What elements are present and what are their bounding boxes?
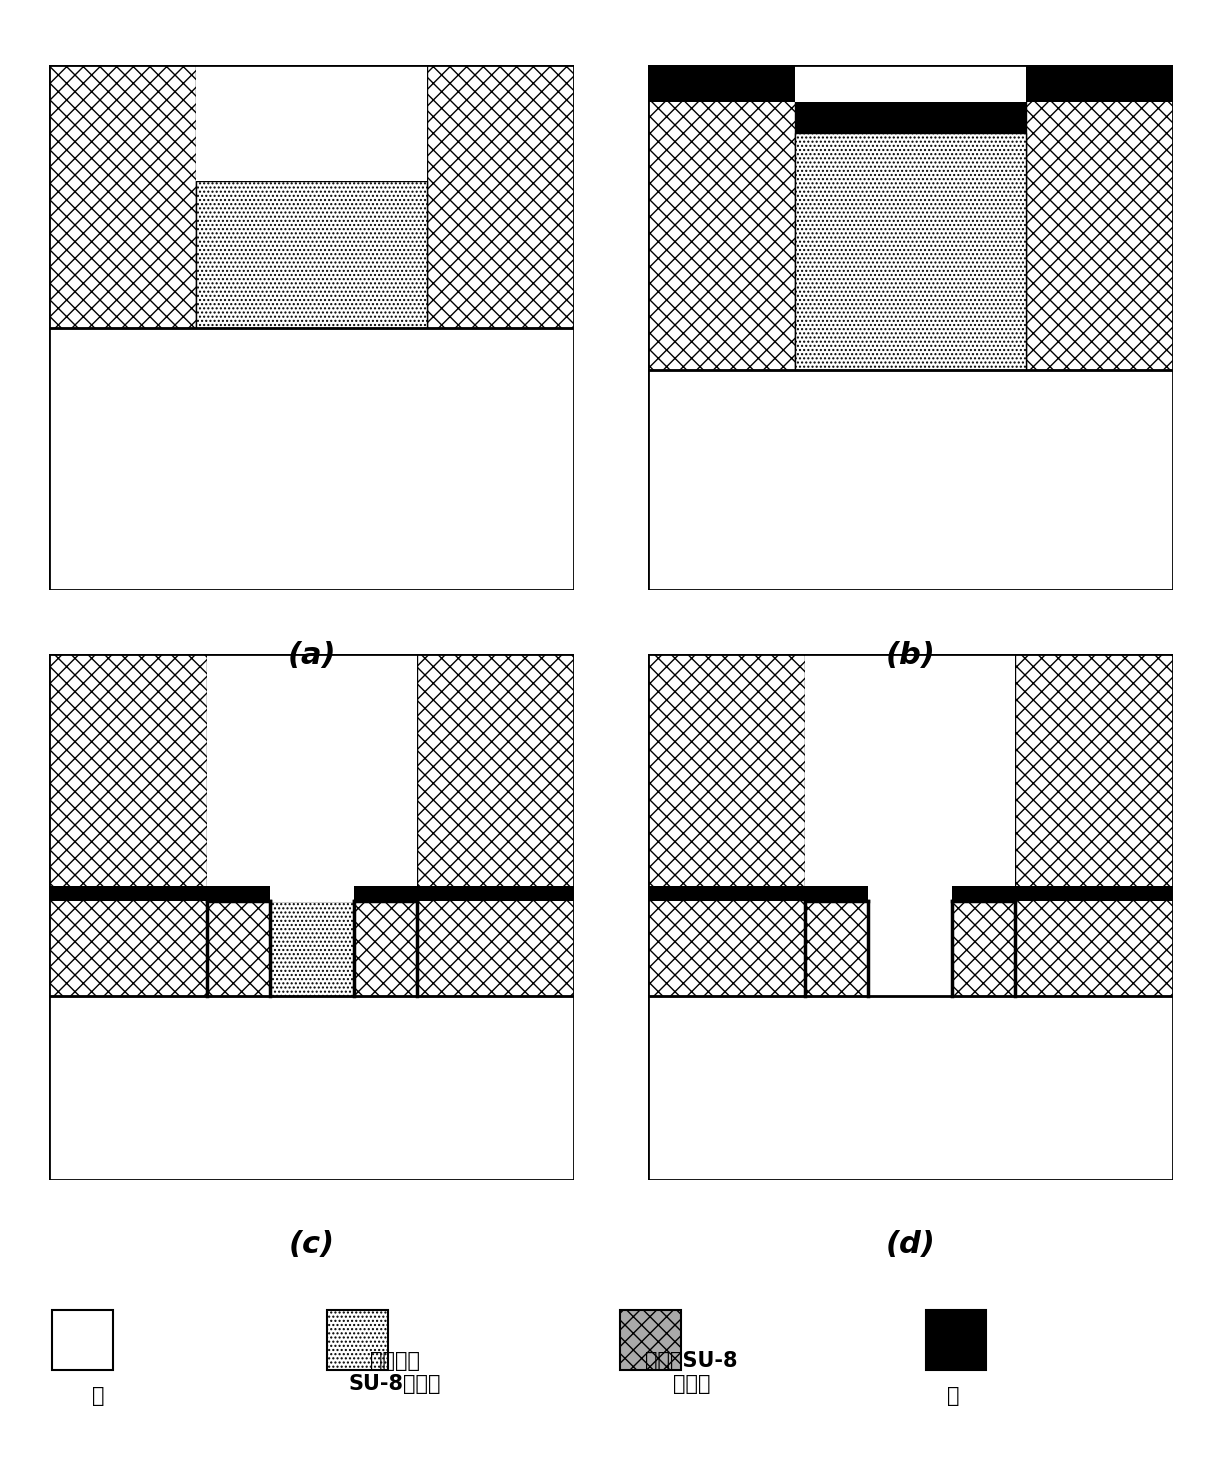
Bar	[648, 65, 794, 102]
Text: (a): (a)	[287, 641, 336, 670]
Bar	[805, 654, 1015, 901]
Bar	[270, 885, 353, 901]
Text: 钛: 钛	[92, 1386, 104, 1407]
Text: (d): (d)	[886, 1230, 935, 1259]
Bar	[49, 65, 196, 328]
Bar	[794, 102, 1026, 134]
Bar	[270, 654, 353, 901]
Bar	[353, 887, 574, 901]
Bar	[648, 370, 1173, 591]
Text: (b): (b)	[886, 641, 935, 670]
Bar	[196, 65, 428, 181]
Bar	[869, 885, 952, 901]
Bar	[353, 654, 417, 901]
Bar	[49, 654, 207, 996]
Bar	[1026, 65, 1173, 370]
Bar	[207, 901, 270, 996]
Bar	[648, 887, 869, 901]
Bar	[648, 65, 794, 370]
Bar	[794, 65, 1026, 134]
Bar	[952, 901, 1015, 996]
Bar	[49, 887, 270, 901]
Bar	[207, 654, 270, 901]
Bar	[417, 654, 574, 996]
Bar	[805, 901, 869, 996]
Text: 曝光的SU-8
光刻胶: 曝光的SU-8 光刻胶	[645, 1351, 738, 1395]
Bar	[49, 996, 574, 1180]
Bar	[196, 181, 428, 328]
Text: 未曝光的
SU-8光刻胶: 未曝光的 SU-8光刻胶	[348, 1351, 441, 1395]
Bar	[1015, 654, 1173, 996]
Text: (c): (c)	[288, 1230, 335, 1259]
Bar	[1026, 65, 1173, 102]
Bar	[794, 134, 1026, 370]
Bar	[49, 328, 574, 591]
Bar	[648, 996, 1173, 1180]
Bar	[648, 654, 805, 996]
Bar	[270, 901, 353, 996]
Bar	[428, 65, 574, 328]
Bar	[952, 887, 1173, 901]
Bar	[353, 901, 417, 996]
Text: 铝: 铝	[947, 1386, 959, 1407]
